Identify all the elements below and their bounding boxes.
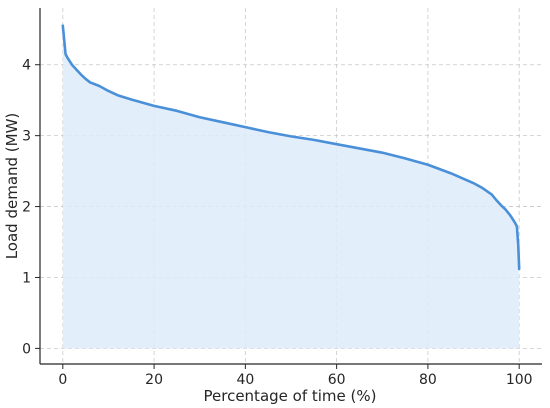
y-tick-label: 3 (22, 129, 31, 145)
x-tick-label: 80 (419, 372, 437, 388)
x-axis-label: Percentage of time (%) (204, 387, 377, 405)
y-tick-label: 1 (22, 270, 31, 286)
y-tick-label: 2 (22, 200, 31, 216)
x-tick-label: 100 (506, 372, 533, 388)
x-axis-ticks: 0 20 40 60 80 100 (58, 364, 533, 388)
y-axis-label: Load demand (MW) (3, 113, 21, 260)
axes (39, 8, 542, 365)
y-tick-label: 4 (22, 58, 31, 74)
x-tick-label: 0 (58, 372, 67, 388)
load-duration-line (61, 24, 521, 271)
y-tick-label: 0 (22, 341, 31, 357)
y-axis-ticks: 0 1 2 3 4 (22, 58, 40, 357)
x-tick-label: 40 (236, 372, 254, 388)
x-tick-label: 20 (145, 372, 163, 388)
x-tick-label: 60 (328, 372, 346, 388)
load-area-fill (62, 25, 520, 349)
